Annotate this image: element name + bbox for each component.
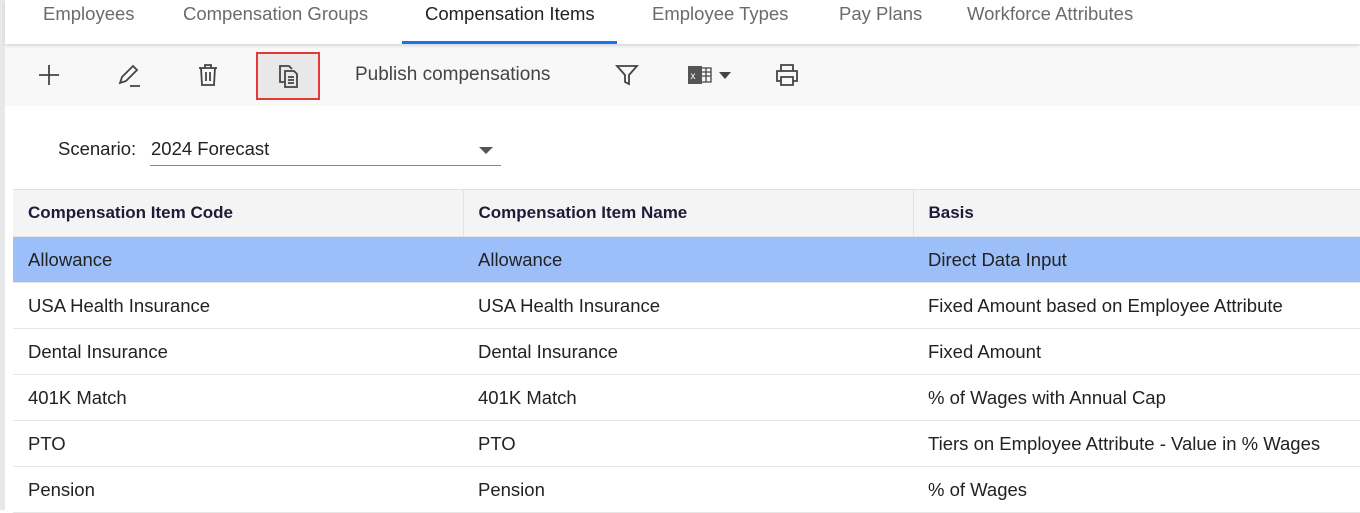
scenario-value: 2024 Forecast: [151, 138, 270, 159]
cell-code: Dental Insurance: [13, 328, 463, 375]
tab-compensation-items[interactable]: Compensation Items: [402, 0, 617, 44]
plus-icon: [39, 65, 59, 85]
column-header-name[interactable]: Compensation Item Name: [463, 189, 914, 237]
tab-employee-types[interactable]: Employee Types: [652, 3, 789, 24]
table-row[interactable]: 401K Match 401K Match% of Wages with Annu…: [13, 374, 1360, 421]
scenario-dropdown[interactable]: 2024 Forecast: [150, 134, 501, 166]
edit-button[interactable]: [109, 51, 149, 99]
cell-code: USA Health Insurance: [13, 282, 463, 329]
cell-name: 401K Match: [463, 374, 913, 421]
pencil-icon: [118, 64, 140, 87]
table-row[interactable]: Allowance Allowance Direct Data Input: [13, 236, 1360, 283]
tab-workforce-attributes[interactable]: Workforce Attributes: [967, 3, 1134, 24]
dropdown-caret-icon: [479, 147, 493, 154]
cell-name: Allowance: [463, 236, 913, 283]
delete-button[interactable]: [188, 51, 228, 99]
filter-button[interactable]: [607, 51, 647, 99]
filter-icon: [615, 65, 639, 86]
cell-basis: % of Wages: [913, 466, 1360, 513]
cell-basis: Direct Data Input: [913, 236, 1360, 283]
cell-name: Dental Insurance: [463, 328, 913, 375]
cell-basis: Tiers on Employee Attribute - Value in %…: [913, 420, 1360, 467]
cell-name: Pension: [463, 466, 913, 513]
compensation-items-table: Compensation Item Code Compensation Item…: [13, 189, 1360, 513]
scenario-label: Scenario:: [58, 138, 137, 159]
toolbar: Publish compensations x: [5, 44, 1360, 106]
cell-code: 401K Match: [13, 374, 463, 421]
copy-button[interactable]: [256, 52, 320, 100]
table-header-row: Compensation Item Code Compensation Item…: [13, 189, 1360, 237]
trash-icon: [199, 64, 217, 86]
cell-code: PTO: [13, 420, 463, 467]
cell-code: Pension: [13, 466, 463, 513]
add-button[interactable]: [29, 51, 69, 99]
left-edge: [0, 0, 5, 510]
tab-compensation-groups[interactable]: Compensation Groups: [183, 3, 369, 24]
table-row[interactable]: Dental Insurance Dental Insurance Fixed Am…: [13, 328, 1360, 375]
copy-document-icon: [279, 65, 298, 88]
chevron-down-icon: [719, 71, 731, 79]
tab-employees[interactable]: Employees: [43, 3, 135, 24]
cell-basis: Fixed Amount: [913, 328, 1360, 375]
cell-name: USA Health Insurance: [463, 282, 913, 329]
table-row[interactable]: Pension Pension% of Wages: [13, 466, 1360, 513]
tab-bar: Employees Compensation Groups Compensati…: [5, 0, 1360, 44]
column-header-basis[interactable]: Basis: [913, 189, 1360, 237]
cell-code: Allowance: [13, 236, 463, 283]
table-row[interactable]: PTO PTO Tiers on Employee Attribute - Valu…: [13, 420, 1360, 467]
print-button[interactable]: [767, 51, 807, 99]
table-row[interactable]: USA Health Insurance USA Health Insurance…: [13, 282, 1360, 329]
publish-compensations-button[interactable]: Publish compensations: [355, 64, 551, 85]
printer-icon: [776, 64, 798, 86]
tab-pay-plans[interactable]: Pay Plans: [839, 3, 923, 24]
cell-basis: Fixed Amount based on Employee Attribute: [913, 282, 1360, 329]
excel-export-button[interactable]: x: [679, 51, 739, 99]
excel-icon: x: [688, 66, 712, 84]
cell-basis: % of Wages with Annual Cap: [913, 374, 1360, 421]
column-header-code[interactable]: Compensation Item Code: [13, 189, 464, 237]
svg-text:x: x: [691, 71, 696, 82]
cell-name: PTO: [463, 420, 913, 467]
